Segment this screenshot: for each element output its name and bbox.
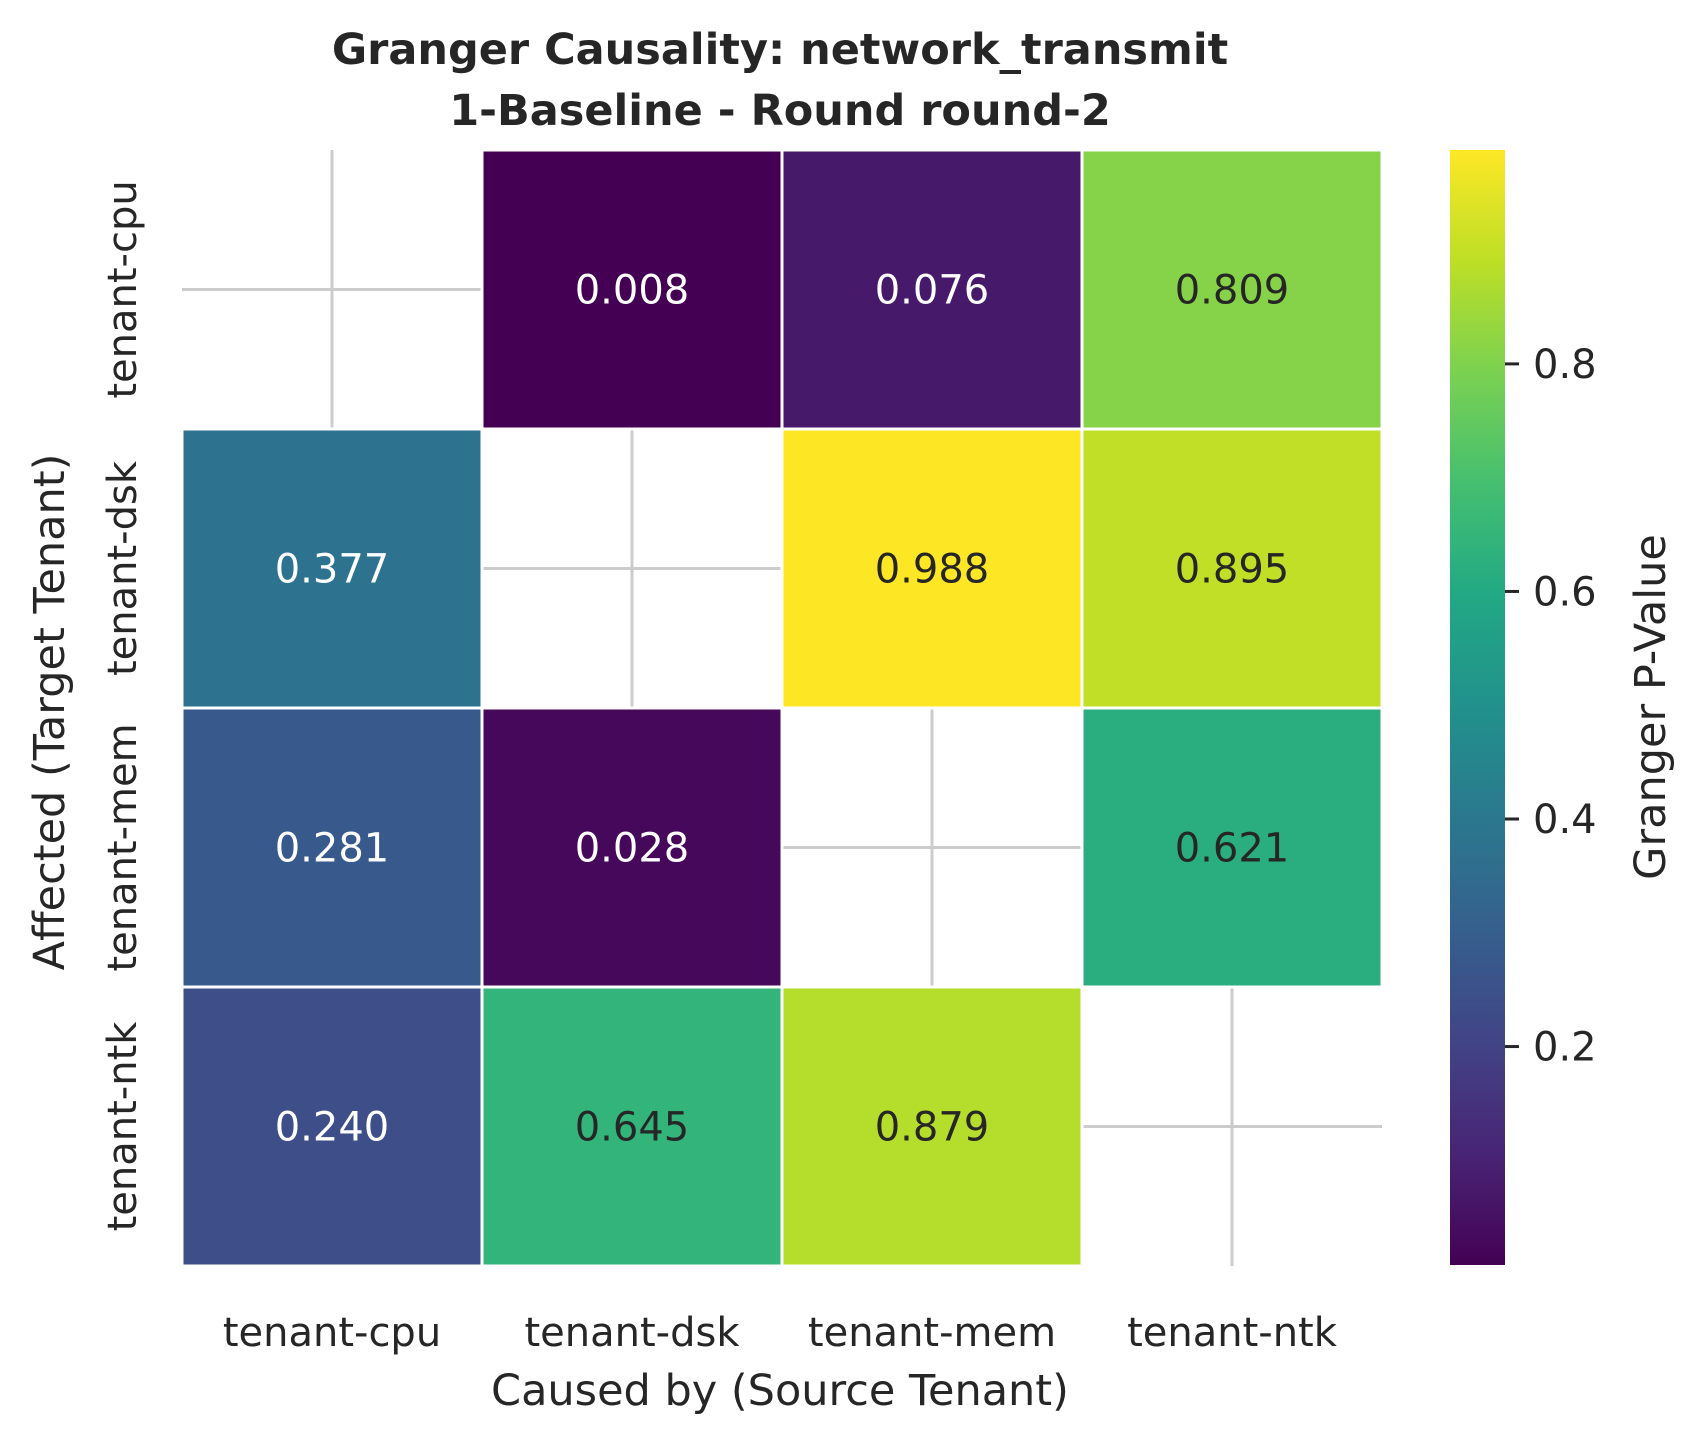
heatmap-cell: [480, 148, 784, 431]
y-axis-label: Affected (Target Tenant): [25, 454, 75, 971]
cell-value-label: 0.988: [875, 547, 990, 593]
x-tick-label: tenant-ntk: [1127, 1310, 1338, 1356]
x-tick-label: tenant-mem: [808, 1310, 1056, 1356]
heatmap-cell: [780, 148, 1084, 431]
cell-value-label: 0.377: [275, 547, 390, 593]
x-tick-labels: tenant-cpu tenant-dsk tenant-mem tenant-ntk: [223, 1310, 1338, 1356]
colorbar-tick-label: 0.6: [1533, 569, 1597, 615]
cell-value-label: 0.645: [575, 1105, 690, 1151]
x-axis-label: Caused by (Source Tenant): [491, 1366, 1069, 1416]
colorbar-ticks: 0.2 0.4 0.6 0.8: [1505, 342, 1597, 1071]
heatmap-cell: [780, 985, 1084, 1268]
cell-value-label: 0.281: [275, 826, 390, 872]
heatmap-cell: [180, 427, 484, 710]
colorbar-tick-label: 0.4: [1533, 797, 1597, 843]
y-tick-labels: tenant-cpu tenant-dsk tenant-mem tenant-ntk: [100, 180, 146, 1231]
heatmap-cell: [480, 985, 784, 1268]
cell-value-label: 0.240: [275, 1105, 390, 1151]
cell-value-label: 0.028: [575, 826, 690, 872]
colorbar-tick-label: 0.8: [1533, 342, 1597, 388]
colorbar-label: Granger P-Value: [1626, 534, 1676, 880]
cell-value-label: 0.008: [575, 268, 690, 314]
heatmap-cell: [1080, 427, 1384, 710]
x-tick-label: tenant-dsk: [524, 1310, 740, 1356]
chart-title: Granger Causality: network_transmit: [332, 25, 1228, 75]
heatmap-cells: [180, 148, 1384, 1268]
cell-value-label: 0.621: [1175, 826, 1290, 872]
y-tick-label: tenant-cpu: [100, 180, 146, 398]
y-tick-label: tenant-ntk: [100, 1021, 146, 1232]
cell-value-label: 0.879: [875, 1105, 990, 1151]
cell-value-label: 0.809: [1175, 268, 1290, 314]
cell-value-label: 0.076: [875, 268, 990, 314]
chart-subtitle: 1-Baseline - Round round-2: [449, 86, 1111, 136]
heatmap-cell: [1080, 706, 1384, 989]
y-tick-label: tenant-dsk: [100, 460, 146, 676]
x-tick-label: tenant-cpu: [223, 1310, 441, 1356]
colorbar: [1450, 150, 1505, 1265]
heatmap-cell: [1080, 148, 1384, 431]
y-tick-label: tenant-mem: [100, 723, 146, 971]
heatmap-cell: [480, 706, 784, 989]
heatmap-cell: [180, 706, 484, 989]
cell-value-labels: 0.008 0.076 0.809 0.377 0.988 0.895 0.281 0.028…: [275, 268, 1290, 1151]
cell-value-label: 0.895: [1175, 547, 1290, 593]
colorbar-tick-label: 0.2: [1533, 1025, 1597, 1071]
